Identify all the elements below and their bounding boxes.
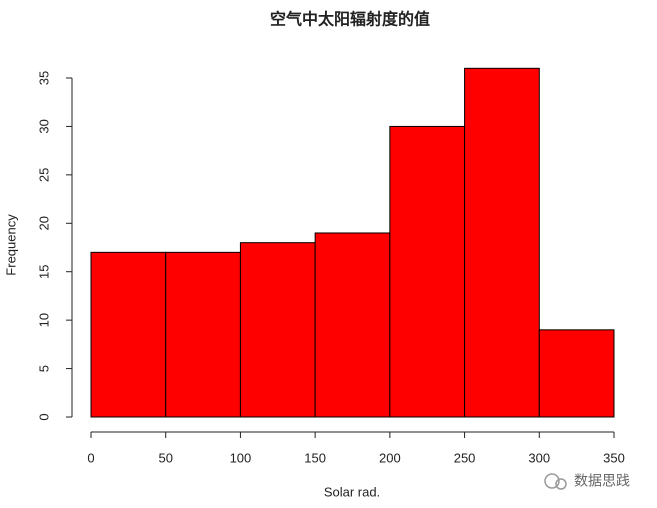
bar: [314, 232, 391, 418]
y-tick-label: 30: [36, 119, 51, 133]
y-axis-label: Frequency: [3, 214, 18, 276]
bar: [165, 251, 241, 418]
bar: [464, 67, 540, 418]
x-tick-label: 150: [304, 450, 326, 465]
x-tick-label: 50: [158, 450, 172, 465]
y-tick-label: 15: [36, 264, 51, 278]
watermark: 数据思践: [574, 473, 630, 489]
bar: [90, 251, 167, 418]
bar: [389, 125, 466, 418]
x-tick-label: 0: [87, 450, 94, 465]
y-tick-label: 20: [36, 216, 51, 230]
x-axis-label: Solar rad.: [324, 484, 380, 499]
x-tick-label: 250: [454, 450, 476, 465]
x-tick-label: 300: [528, 450, 550, 465]
x-tick-label: 200: [379, 450, 401, 465]
y-tick-label: 25: [36, 168, 51, 182]
bar: [239, 242, 316, 418]
bar: [538, 329, 615, 418]
y-tick-label: 10: [36, 313, 51, 327]
y-tick-label: 0: [36, 413, 51, 420]
x-tick-label: 100: [230, 450, 252, 465]
y-tick-label: 5: [36, 365, 51, 372]
y-tick-label: 35: [36, 71, 51, 85]
x-tick-label: 350: [603, 450, 625, 465]
chart-title: 空气中太阳辐射度的值: [270, 10, 430, 29]
watermark-icon: [544, 473, 567, 490]
